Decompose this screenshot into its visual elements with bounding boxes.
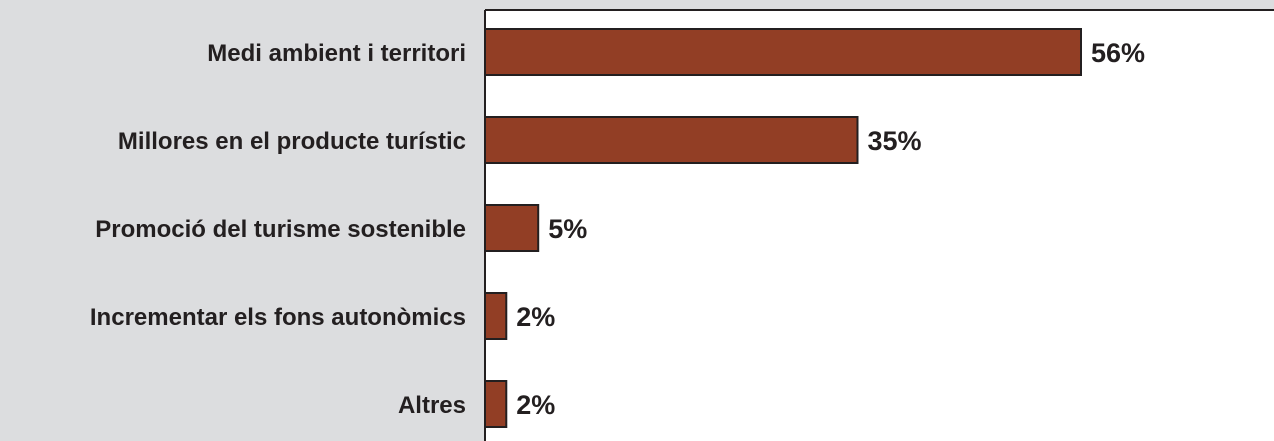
- bar: [484, 380, 508, 428]
- bar: [484, 204, 540, 252]
- value-label: 2%: [516, 390, 555, 420]
- bar: [484, 292, 508, 340]
- value-label: 2%: [516, 302, 555, 332]
- category-labels: Medi ambient i territori Millores en el p…: [90, 40, 466, 419]
- plot-area: [485, 10, 1274, 441]
- value-label: 35%: [868, 126, 922, 156]
- bar: [484, 28, 1082, 76]
- category-label: Promoció del turisme sostenible: [95, 216, 466, 243]
- value-label: 56%: [1091, 38, 1145, 68]
- bar: [484, 116, 859, 164]
- value-label: 5%: [548, 214, 587, 244]
- category-label: Altres: [398, 392, 466, 419]
- category-panel: [0, 0, 485, 441]
- category-label: Medi ambient i territori: [207, 40, 466, 67]
- value-labels: 56% 35% 5% 2% 2%: [516, 38, 1145, 420]
- category-label: Incrementar els fons autonòmics: [90, 304, 466, 331]
- category-label: Millores en el producte turístic: [118, 128, 466, 155]
- bars: [484, 28, 1082, 428]
